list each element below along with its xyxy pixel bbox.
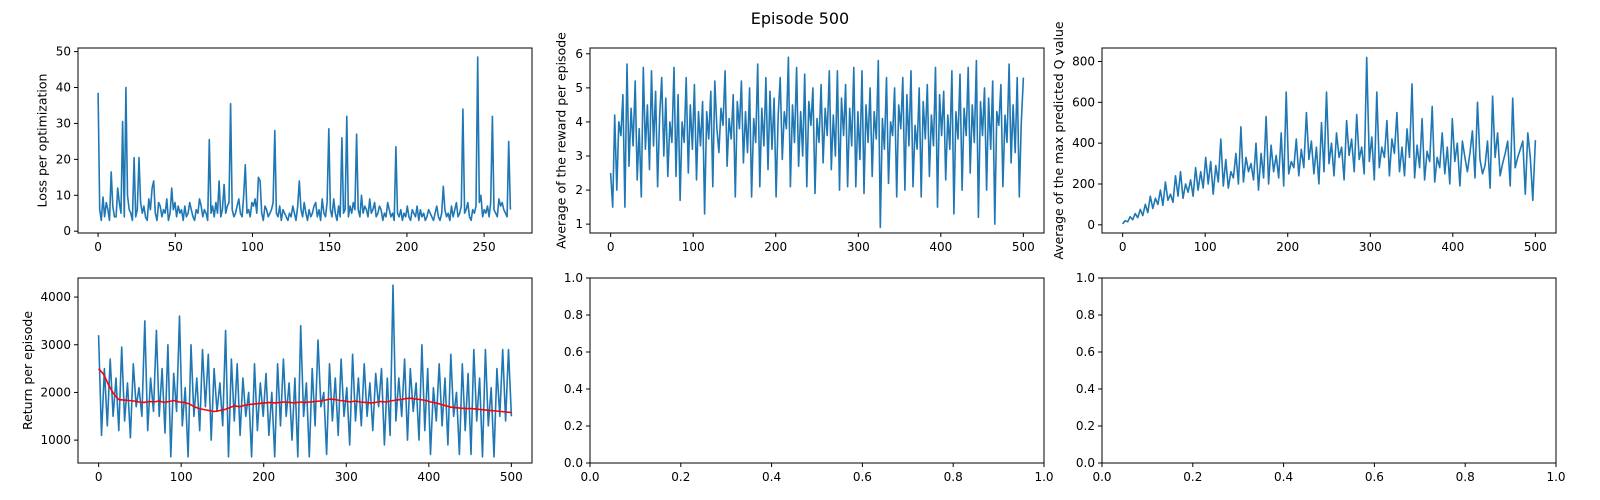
y-tick-label: 30 [56,116,71,130]
subplot-5: 0.0 0.2 0.4 0.6 0.8 1.0 0.0 0.2 0.4 0.6 0.8 1.0 [564,271,1054,484]
y-tick-label: 3 [575,149,583,163]
y-tick-label: 200 [1072,177,1095,191]
y-axis-label: Average of the reward per episode [554,32,569,249]
x-tick-label: 300 [335,470,358,484]
y-tick-label: 0.8 [564,308,583,322]
y-tick-label: 0.4 [564,382,583,396]
x-tick-label: 100 [1194,240,1217,254]
x-tick-label: 0.6 [853,470,872,484]
x-tick-label: 500 [1524,240,1547,254]
x-tick-label: 0.0 [580,470,599,484]
y-axis-label: Average of the max predicted Q value [1051,21,1066,260]
plot-area [77,277,533,464]
y-axis-label: Loss per optimization [34,74,49,208]
x-tick-label: 0 [95,470,103,484]
x-tick-label: 200 [1276,240,1299,254]
y-tick-label: 0.0 [1076,456,1095,470]
x-tick-label: 300 [1359,240,1382,254]
y-tick-label: 2 [575,183,583,197]
plot-area [1101,47,1557,234]
x-tick-label: 500 [1012,240,1035,254]
subplot-3: 0 100 200 300 400 500 0 200 400 600 800 Average of … [1051,21,1557,260]
series-line [97,284,513,458]
x-tick-label: 0.0 [1092,470,1111,484]
y-axis-label: Return per episode [20,311,35,430]
y-tick-label: 2000 [40,385,71,399]
y-tick-label: 0.4 [1076,382,1095,396]
x-tick-label: 0.2 [671,470,690,484]
plot-area [1101,277,1557,464]
y-tick-label: 10 [56,188,71,202]
moving-average-line [98,368,512,414]
x-tick-label: 400 [929,240,952,254]
y-tick-label: 4 [575,115,583,129]
x-tick-label: 200 [764,240,787,254]
x-tick-label: 0 [607,240,615,254]
y-tick-label: 800 [1072,54,1095,68]
y-tick-label: 0.2 [1076,419,1095,433]
x-tick-label: 100 [241,240,264,254]
y-tick-label: 4000 [40,290,71,304]
x-tick-label: 100 [170,470,193,484]
series-line [97,56,512,222]
y-tick-label: 0 [1087,218,1095,232]
subplot-2: 0 100 200 300 400 500 1 2 3 4 5 6 Average of the rew… [554,32,1045,254]
x-tick-label: 400 [1441,240,1464,254]
x-tick-label: 1.0 [1034,470,1053,484]
x-tick-label: 50 [168,240,183,254]
subplot-1: 0 50 100 150 200 250 0 10 20 30 40 50 Loss per optim… [34,45,533,254]
suptitle: Episode 500 [751,9,849,28]
y-tick-label: 1 [575,217,583,231]
y-tick-label: 0.6 [1076,345,1095,359]
y-tick-label: 5 [575,81,583,95]
x-tick-label: 0.6 [1365,470,1384,484]
y-tick-label: 3000 [40,338,71,352]
y-tick-label: 0.6 [564,345,583,359]
y-tick-label: 50 [56,45,71,59]
y-tick-label: 6 [575,47,583,61]
x-tick-label: 0 [1119,240,1127,254]
y-tick-label: 40 [56,81,71,95]
subplot-4: 0 100 200 300 400 500 1000 2000 3000 4000 Return p… [20,277,533,484]
x-tick-label: 400 [417,470,440,484]
x-tick-label: 200 [252,470,275,484]
y-tick-label: 0 [63,224,71,238]
y-tick-label: 1000 [40,433,71,447]
series-line [609,56,1025,229]
x-tick-label: 300 [847,240,870,254]
x-tick-label: 0.8 [944,470,963,484]
x-tick-label: 0.2 [1183,470,1202,484]
x-tick-label: 1.0 [1546,470,1565,484]
x-tick-label: 0.4 [1274,470,1293,484]
y-tick-label: 400 [1072,136,1095,150]
x-tick-label: 250 [473,240,496,254]
x-tick-label: 0.4 [762,470,781,484]
y-tick-label: 0.2 [564,419,583,433]
x-tick-label: 0 [94,240,102,254]
y-tick-label: 20 [56,152,71,166]
series-line [1121,56,1537,225]
x-tick-label: 500 [500,470,523,484]
x-tick-label: 200 [395,240,418,254]
y-tick-label: 0.0 [564,456,583,470]
y-tick-label: 1.0 [564,271,583,285]
x-tick-label: 150 [318,240,341,254]
y-tick-label: 600 [1072,95,1095,109]
subplot-6: 0.0 0.2 0.4 0.6 0.8 1.0 0.0 0.2 0.4 0.6 0.8 1.0 [1076,271,1566,484]
y-tick-label: 0.8 [1076,308,1095,322]
x-tick-label: 100 [682,240,705,254]
y-tick-label: 1.0 [1076,271,1095,285]
plot-area [589,277,1045,464]
x-tick-label: 0.8 [1456,470,1475,484]
